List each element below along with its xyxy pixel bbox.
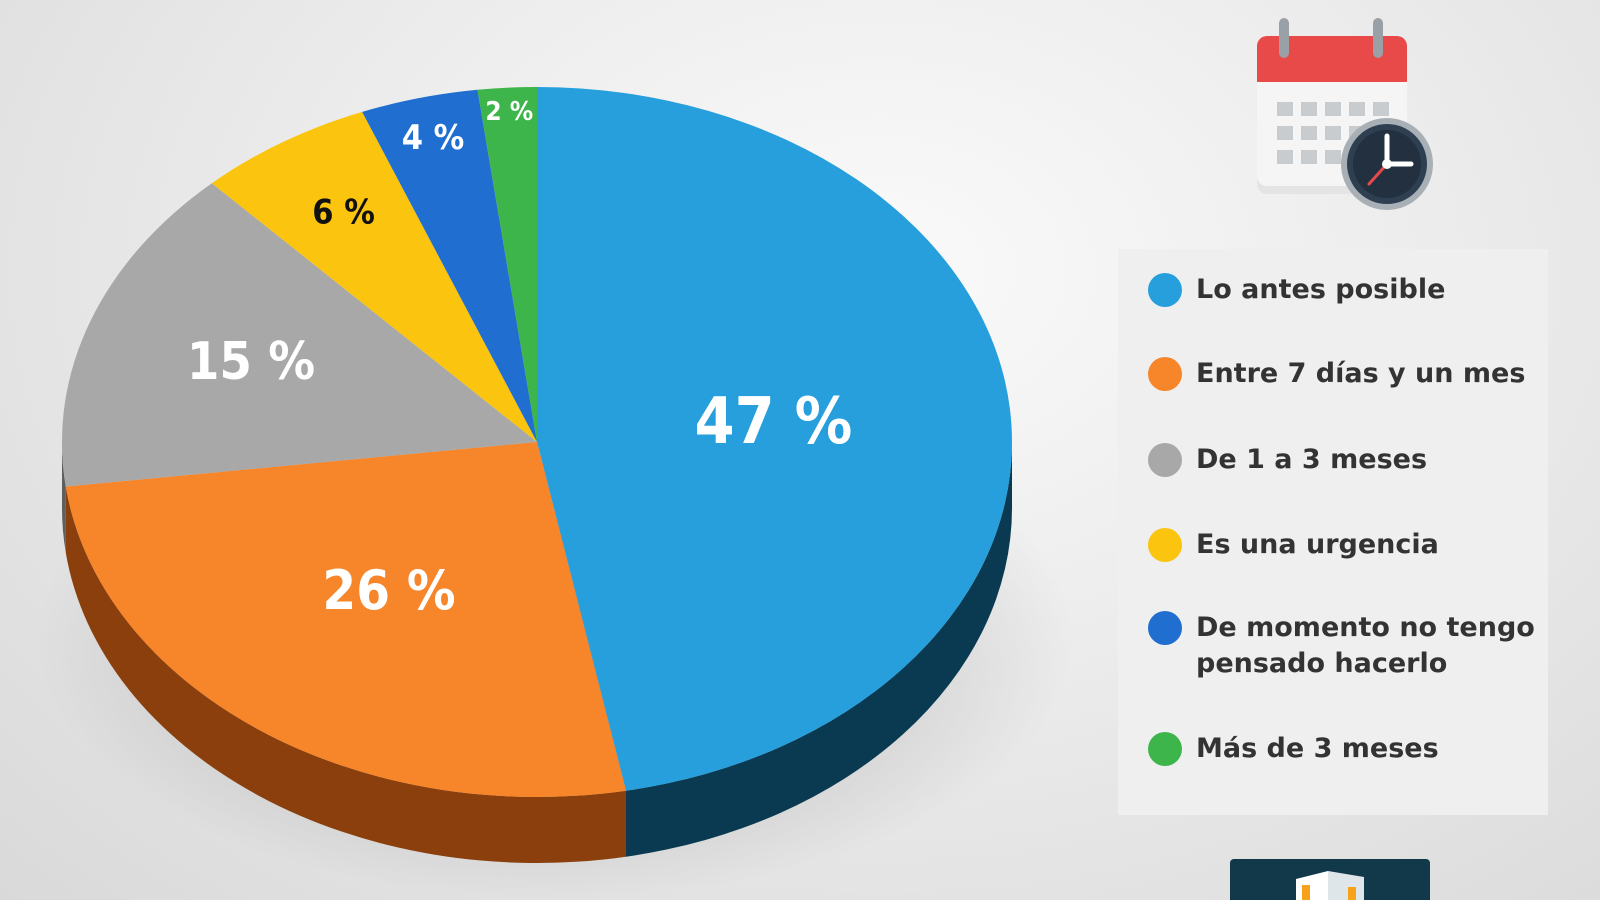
- legend-item: Entre 7 días y un mes: [1148, 356, 1536, 392]
- pie-slice: [211, 111, 537, 442]
- legend-item: De 1 a 3 meses: [1148, 442, 1536, 478]
- pie-slice: [65, 442, 627, 797]
- legend-swatch: [1148, 611, 1182, 645]
- pie-chart: 47 % 26 % 15 % 6 % 4 % 2 %: [35, 87, 1075, 900]
- legend-swatch: [1148, 273, 1182, 307]
- pie-slice: [362, 89, 537, 442]
- legend-item: De momento no tengo pensado hacerlo: [1148, 610, 1536, 682]
- legend-swatch: [1148, 528, 1182, 562]
- legend-label: Más de 3 meses: [1196, 733, 1439, 764]
- pie-slice-side: [626, 442, 1012, 857]
- legend-item: Lo antes posible: [1148, 272, 1536, 308]
- pie-slice: [62, 183, 538, 487]
- legend-label: De 1 a 3 meses: [1196, 444, 1428, 475]
- legend-swatch: [1148, 443, 1182, 477]
- pie-slice-side: [65, 486, 627, 863]
- pie-data-label: 26 %: [322, 559, 455, 622]
- building-logo-icon: [1230, 859, 1430, 900]
- legend-swatch: [1148, 732, 1182, 766]
- legend-label: Lo antes posible: [1196, 274, 1446, 305]
- chart-legend: Lo antes posible Entre 7 días y un mes D…: [1118, 249, 1548, 815]
- legend-item: Es una urgencia: [1148, 527, 1536, 563]
- legend-label: Es una urgencia: [1196, 529, 1439, 560]
- legend-swatch: [1148, 357, 1182, 391]
- pie-data-label: 2 %: [485, 97, 533, 127]
- pie-data-label: 6 %: [312, 193, 375, 233]
- pie-chart-svg: 47 % 26 % 15 % 6 % 4 % 2 %: [35, 87, 1075, 900]
- pie-data-label: 15 %: [187, 332, 315, 392]
- legend-label: De momento no tengo pensado hacerlo: [1196, 612, 1535, 679]
- calendar-clock-icon: [1245, 14, 1435, 214]
- legend-item: Más de 3 meses: [1148, 731, 1536, 767]
- pie-data-label: 4 %: [402, 118, 465, 158]
- legend-label: Entre 7 días y un mes: [1196, 358, 1526, 389]
- pie-slice-side: [62, 442, 66, 553]
- pie-slice: [477, 87, 537, 442]
- pie-slice: [537, 87, 1012, 791]
- pie-data-label: 47 %: [695, 385, 853, 459]
